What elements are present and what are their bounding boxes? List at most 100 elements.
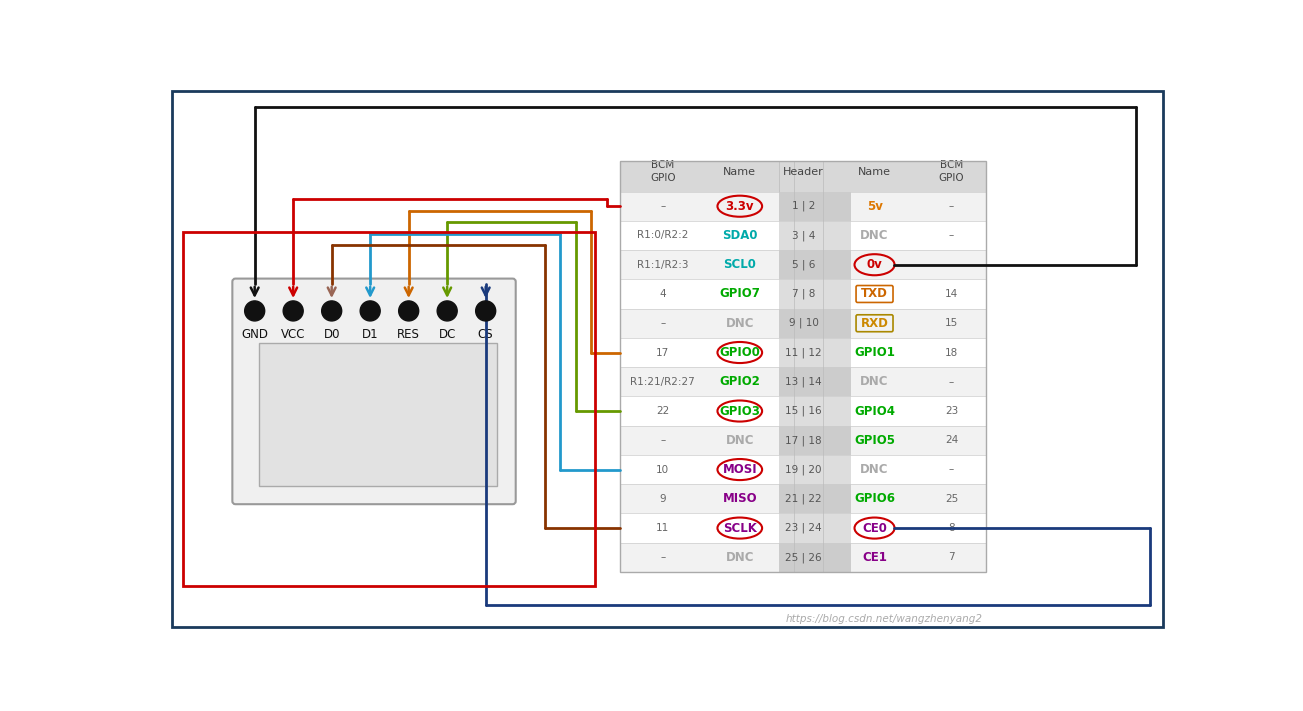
Text: R1:0/R2:2: R1:0/R2:2 [637, 230, 688, 240]
Circle shape [438, 301, 457, 321]
Bar [620, 309, 779, 338]
Bar [620, 279, 779, 309]
Text: D1: D1 [362, 328, 378, 341]
Text: GPIO5: GPIO5 [853, 434, 895, 447]
Bar [779, 542, 851, 572]
Bar [779, 484, 851, 513]
Text: DNC: DNC [726, 551, 754, 564]
Circle shape [476, 301, 495, 321]
Bar [851, 250, 986, 279]
Text: 3 | 4: 3 | 4 [792, 230, 816, 241]
Bar [779, 191, 851, 221]
Bar [851, 426, 986, 455]
Bar [620, 397, 779, 426]
Bar [779, 250, 851, 279]
Text: Header: Header [783, 166, 823, 176]
Bar [851, 397, 986, 426]
Text: GPIO6: GPIO6 [853, 492, 895, 506]
Bar [851, 513, 986, 542]
Text: 14: 14 [945, 289, 958, 299]
Text: 7: 7 [949, 552, 955, 562]
Bar [620, 250, 779, 279]
Bar [779, 221, 851, 250]
Text: –: – [949, 230, 954, 240]
Circle shape [283, 301, 304, 321]
Bar [620, 221, 779, 250]
Text: DNC: DNC [726, 434, 754, 447]
Bar [779, 455, 851, 484]
Text: GPIO0: GPIO0 [719, 346, 760, 359]
Text: 11: 11 [657, 523, 670, 533]
Circle shape [399, 301, 418, 321]
Bar [851, 367, 986, 397]
Text: 5 | 6: 5 | 6 [792, 260, 816, 270]
Text: 21 | 22: 21 | 22 [786, 493, 822, 504]
Text: GND: GND [241, 328, 268, 341]
Text: DNC: DNC [860, 375, 889, 388]
Text: MOSI: MOSI [722, 463, 757, 476]
Text: Name: Name [859, 166, 891, 176]
Bar [620, 426, 779, 455]
Bar [258, 343, 498, 486]
Text: 5v: 5v [866, 200, 882, 213]
Text: DNC: DNC [726, 316, 754, 330]
Text: GPIO1: GPIO1 [853, 346, 895, 359]
Text: 7 | 8: 7 | 8 [792, 289, 816, 299]
Text: R1:1/R2:3: R1:1/R2:3 [637, 260, 688, 269]
Text: 4: 4 [659, 289, 666, 299]
Bar [851, 455, 986, 484]
Text: BCM
GPIO: BCM GPIO [650, 161, 675, 183]
Text: SDA0: SDA0 [722, 229, 757, 242]
Text: DC: DC [439, 328, 456, 341]
Bar [779, 367, 851, 397]
Text: DNC: DNC [860, 463, 889, 476]
Text: VCC: VCC [281, 328, 305, 341]
Text: –: – [949, 377, 954, 387]
Text: 1 | 2: 1 | 2 [792, 201, 816, 211]
Bar [851, 484, 986, 513]
Circle shape [245, 301, 265, 321]
Bar [779, 338, 851, 367]
Bar [620, 191, 779, 221]
Text: GPIO2: GPIO2 [719, 375, 760, 388]
Text: 19 | 20: 19 | 20 [786, 464, 822, 475]
Bar [851, 309, 986, 338]
Text: RXD: RXD [860, 316, 889, 330]
Text: Name: Name [723, 166, 756, 176]
Text: 22: 22 [657, 406, 670, 416]
Text: –: – [949, 260, 954, 269]
Text: 9: 9 [659, 494, 666, 504]
Text: 0v: 0v [866, 258, 882, 271]
Bar [620, 455, 779, 484]
Text: R1:21/R2:27: R1:21/R2:27 [631, 377, 696, 387]
Text: D0: D0 [323, 328, 340, 341]
Text: 9 | 10: 9 | 10 [788, 318, 818, 328]
Text: 24: 24 [945, 435, 958, 445]
Text: 23: 23 [945, 406, 958, 416]
Bar [851, 542, 986, 572]
Text: –: – [949, 464, 954, 474]
Text: MISO: MISO [722, 492, 757, 506]
Bar [620, 542, 779, 572]
Circle shape [360, 301, 380, 321]
Text: GPIO3: GPIO3 [719, 405, 760, 417]
Text: GPIO7: GPIO7 [719, 287, 760, 301]
Bar [851, 279, 986, 309]
Text: 15: 15 [945, 319, 958, 328]
Bar [779, 513, 851, 542]
Text: 15 | 16: 15 | 16 [786, 406, 822, 416]
Circle shape [322, 301, 341, 321]
Bar [620, 484, 779, 513]
Bar [184, 232, 595, 586]
Text: –: – [949, 201, 954, 211]
Bar [851, 191, 986, 221]
Text: –: – [661, 552, 666, 562]
Text: RES: RES [397, 328, 420, 341]
Bar [779, 397, 851, 426]
Text: –: – [661, 435, 666, 445]
Text: 18: 18 [945, 348, 958, 358]
Text: GPIO4: GPIO4 [853, 405, 895, 417]
Text: https://blog.csdn.net/wangzhenyang2: https://blog.csdn.net/wangzhenyang2 [786, 614, 982, 624]
FancyBboxPatch shape [232, 279, 516, 504]
Text: CE1: CE1 [863, 551, 887, 564]
